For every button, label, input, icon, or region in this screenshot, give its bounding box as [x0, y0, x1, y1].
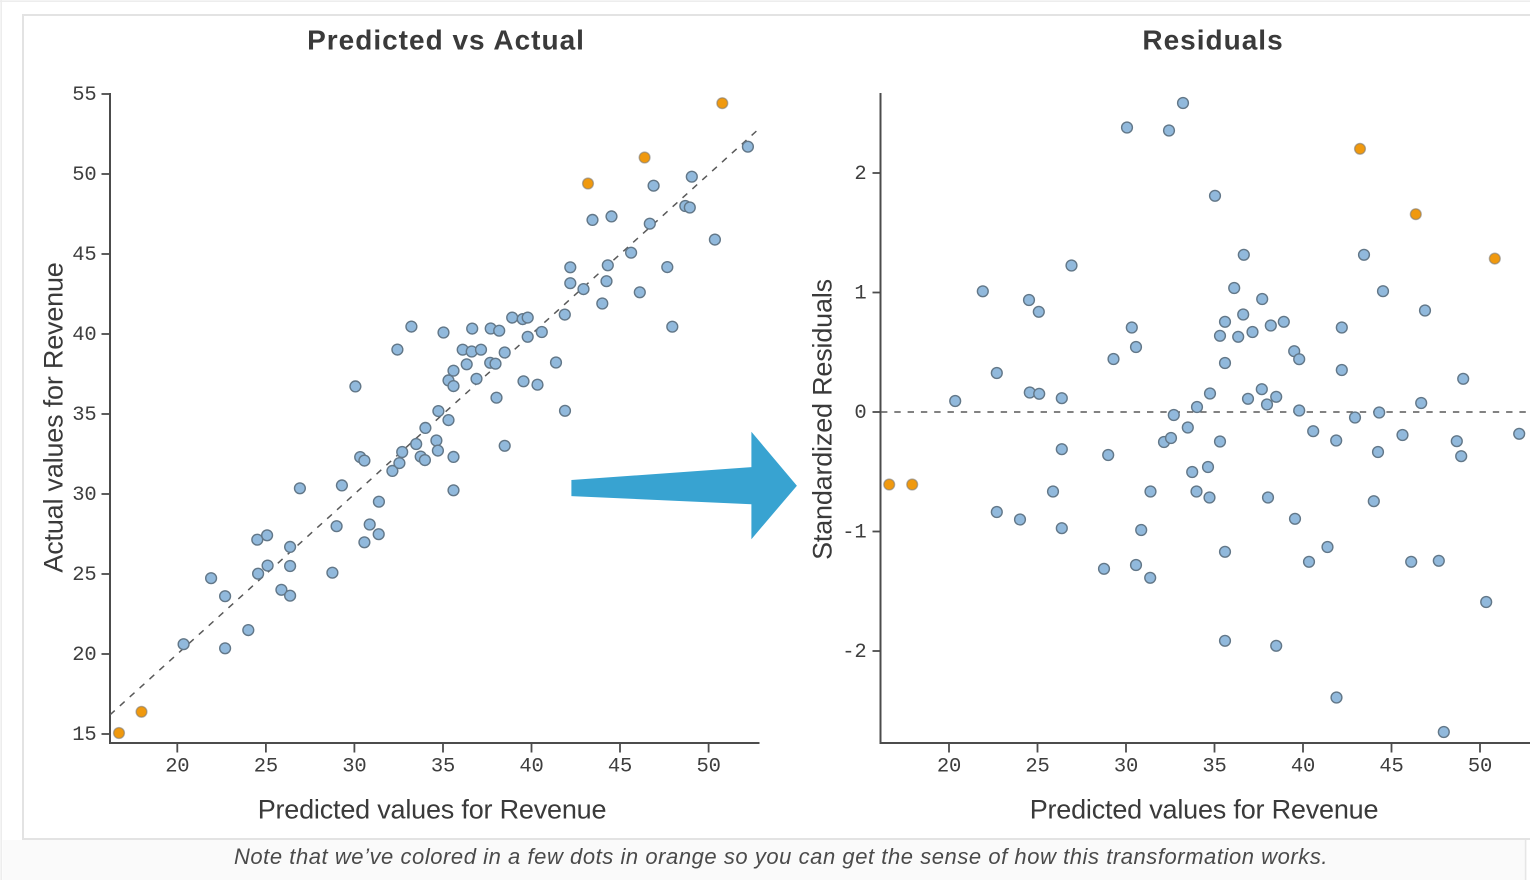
svg-text:45: 45: [1379, 756, 1403, 779]
svg-text:45: 45: [72, 244, 96, 267]
svg-text:40: 40: [72, 324, 96, 347]
svg-text:50: 50: [1468, 756, 1492, 779]
svg-text:40: 40: [519, 756, 543, 779]
svg-text:Predicted vs Actual: Predicted vs Actual: [307, 25, 585, 56]
svg-text:1: 1: [854, 282, 866, 305]
svg-text:Note that we’ve colored in a f: Note that we’ve colored in a few dots in…: [234, 844, 1328, 869]
svg-text:30: 30: [1114, 756, 1138, 779]
svg-text:Predicted values for Revenue: Predicted values for Revenue: [258, 795, 607, 825]
svg-text:50: 50: [696, 756, 720, 779]
svg-text:Residuals: Residuals: [1142, 25, 1283, 56]
svg-text:20: 20: [72, 644, 96, 667]
svg-text:30: 30: [342, 756, 366, 779]
svg-text:15: 15: [72, 724, 96, 747]
svg-text:-2: -2: [842, 641, 866, 664]
svg-text:2: 2: [854, 163, 866, 186]
svg-text:-1: -1: [842, 521, 866, 544]
svg-text:Standardized Residuals: Standardized Residuals: [808, 279, 838, 560]
svg-text:55: 55: [72, 84, 96, 107]
svg-text:50: 50: [72, 164, 96, 187]
svg-text:35: 35: [72, 404, 96, 427]
svg-text:35: 35: [431, 756, 455, 779]
svg-text:0: 0: [854, 402, 866, 425]
svg-text:25: 25: [72, 564, 96, 587]
svg-text:35: 35: [1202, 756, 1226, 779]
svg-text:40: 40: [1291, 756, 1315, 779]
svg-text:25: 25: [254, 756, 278, 779]
svg-text:45: 45: [608, 756, 632, 779]
svg-text:20: 20: [937, 756, 961, 779]
svg-text:25: 25: [1025, 756, 1049, 779]
svg-text:Actual values for Revenue: Actual values for Revenue: [39, 262, 69, 572]
svg-text:Predicted values for Revenue: Predicted values for Revenue: [1030, 795, 1379, 825]
svg-text:20: 20: [165, 756, 189, 779]
svg-text:30: 30: [72, 484, 96, 507]
